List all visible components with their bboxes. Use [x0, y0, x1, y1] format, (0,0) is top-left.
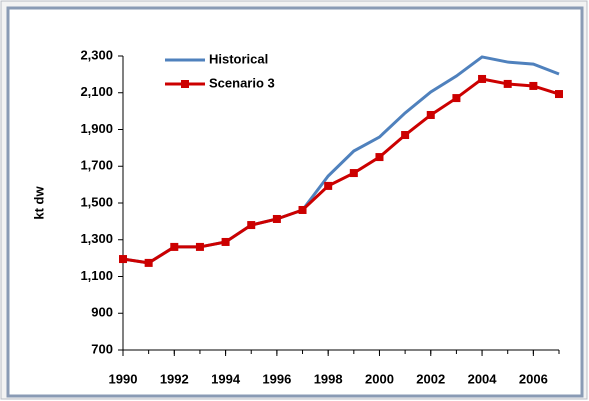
data-point: [349, 169, 358, 178]
legend-label: Scenario 3: [209, 75, 275, 90]
data-point: [529, 81, 538, 90]
chart-panel: [6, 6, 584, 398]
y-axis-label: kt dw: [31, 186, 46, 220]
data-point: [324, 181, 333, 190]
legend-marker: [181, 80, 189, 88]
data-point: [555, 90, 563, 99]
data-point: [119, 255, 127, 264]
data-point: [375, 153, 384, 162]
x-tick-label: 1992: [160, 371, 189, 386]
data-point: [478, 74, 487, 83]
x-tick-label: 1994: [211, 371, 241, 386]
y-tick-label: 1,300: [80, 231, 113, 246]
legend-label: Historical: [209, 51, 268, 66]
series-line: [122, 77, 560, 265]
x-tick-label: 1998: [314, 371, 343, 386]
data-point: [221, 237, 230, 246]
data-point: [247, 221, 256, 230]
x-tick-label: 1996: [262, 371, 291, 386]
y-tick-label: 1,700: [80, 158, 113, 173]
data-point: [426, 110, 435, 119]
x-tick-label: 2006: [519, 371, 548, 386]
data-point: [298, 205, 307, 214]
y-tick-label: 900: [91, 305, 113, 320]
data-point: [144, 258, 153, 267]
data-point: [503, 79, 512, 88]
x-tick-label: 1990: [109, 371, 138, 386]
x-tick-label: 2004: [468, 371, 498, 386]
data-point: [452, 94, 461, 103]
y-tick-label: 2,100: [80, 84, 113, 99]
y-tick-label: 1,900: [80, 121, 113, 136]
y-tick-label: 1,100: [80, 268, 113, 283]
data-point: [170, 242, 179, 251]
y-tick-label: 1,500: [80, 194, 113, 209]
data-point: [195, 242, 204, 251]
data-point: [272, 214, 281, 223]
data-point: [401, 131, 410, 140]
x-tick-label: 2000: [365, 371, 394, 386]
y-tick-label: 700: [91, 341, 113, 356]
x-tick-label: 2002: [416, 371, 445, 386]
y-tick-label: 2,300: [80, 47, 113, 62]
